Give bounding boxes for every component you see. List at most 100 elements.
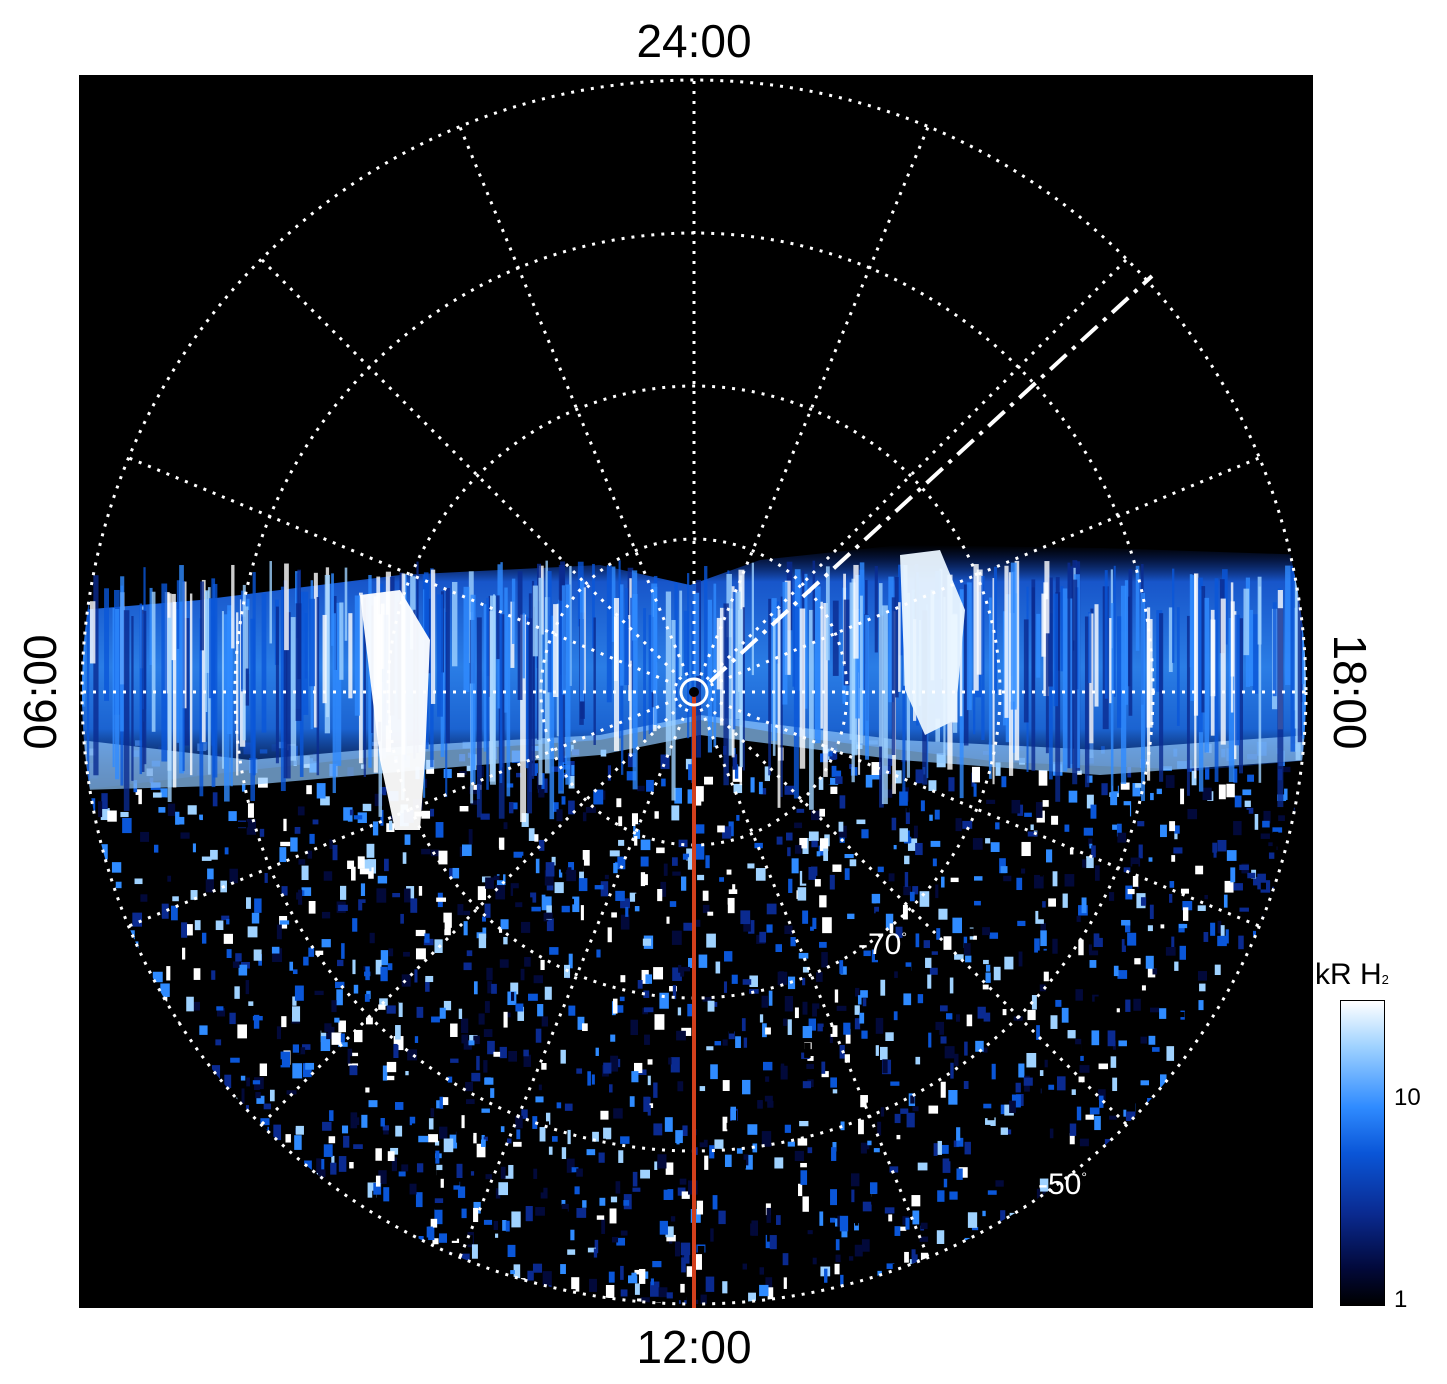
noise-pixel <box>608 1271 615 1283</box>
noise-pixel <box>927 974 932 989</box>
noise-pixel <box>1042 901 1046 908</box>
noise-pixel <box>1039 1070 1044 1077</box>
band-streak <box>204 591 208 713</box>
noise-pixel <box>425 975 434 983</box>
noise-pixel <box>1137 821 1145 827</box>
band-streak <box>335 602 342 766</box>
noise-pixel <box>1233 768 1238 783</box>
noise-pixel <box>492 848 500 853</box>
noise-pixel <box>989 932 999 939</box>
noise-pixel <box>949 1191 958 1200</box>
noise-pixel <box>286 1090 297 1095</box>
noise-pixel <box>264 873 268 883</box>
noise-pixel <box>115 881 122 889</box>
noise-pixel <box>540 959 545 971</box>
band-streak <box>430 569 436 704</box>
noise-pixel <box>361 1060 366 1066</box>
band-streak <box>1210 619 1216 697</box>
noise-pixel <box>607 927 612 943</box>
noise-pixel <box>473 1035 480 1045</box>
noise-pixel <box>1055 999 1062 1007</box>
noise-pixel <box>743 919 751 932</box>
noise-pixel <box>1226 783 1235 798</box>
noise-pixel <box>859 1012 865 1024</box>
noise-pixel <box>1247 872 1256 879</box>
noise-pixel <box>650 1278 654 1286</box>
colorbar-tick-1: 1 <box>1394 1286 1408 1313</box>
noise-pixel <box>889 923 894 934</box>
noise-pixel <box>153 917 162 928</box>
noise-pixel <box>1091 845 1096 858</box>
noise-pixel <box>1094 1115 1101 1131</box>
noise-pixel <box>251 912 260 924</box>
noise-pixel <box>193 968 201 980</box>
noise-pixel <box>343 807 353 822</box>
noise-pixel <box>832 1089 838 1094</box>
noise-pixel <box>736 814 740 821</box>
noise-pixel <box>905 962 912 971</box>
noise-pixel <box>629 892 637 902</box>
noise-pixel <box>463 1235 473 1245</box>
noise-pixel <box>921 824 931 838</box>
noise-pixel <box>296 1047 306 1055</box>
noise-pixel <box>538 789 545 798</box>
noise-pixel <box>449 868 454 878</box>
noise-pixel <box>1145 955 1154 969</box>
noise-pixel <box>620 1289 628 1297</box>
band-streak <box>894 577 899 698</box>
noise-pixel <box>965 1197 973 1213</box>
band-streak <box>331 573 334 646</box>
noise-pixel <box>321 911 331 919</box>
noise-pixel <box>458 1008 463 1019</box>
noise-pixel <box>571 1167 579 1173</box>
noise-pixel <box>1191 974 1195 980</box>
band-streak <box>832 600 839 676</box>
noise-pixel <box>476 1055 480 1071</box>
noise-pixel <box>851 1173 860 1187</box>
noise-pixel <box>465 1081 474 1092</box>
noise-pixel <box>359 868 370 875</box>
noise-pixel <box>1015 928 1019 933</box>
noise-pixel <box>321 939 331 948</box>
band-streak <box>221 611 224 769</box>
noise-pixel <box>558 869 563 878</box>
noise-pixel <box>985 964 991 972</box>
noise-pixel <box>681 742 687 758</box>
noise-pixel <box>751 1220 759 1236</box>
band-streak <box>504 587 508 713</box>
noise-pixel <box>418 1235 424 1243</box>
noise-pixel <box>874 944 882 960</box>
noise-pixel <box>704 1219 713 1226</box>
band-streak <box>611 566 616 642</box>
noise-pixel <box>865 774 873 788</box>
noise-pixel <box>443 768 452 779</box>
noise-pixel <box>1120 885 1124 893</box>
noise-pixel <box>972 838 983 850</box>
noise-pixel <box>755 868 766 881</box>
noise-pixel <box>322 1308 328 1315</box>
noise-pixel <box>681 784 686 791</box>
band-streak <box>1048 577 1053 687</box>
noise-pixel <box>1135 783 1142 788</box>
noise-pixel <box>316 1158 322 1173</box>
noise-pixel <box>894 971 898 978</box>
band-streak <box>139 603 143 775</box>
noise-pixel <box>451 1172 460 1186</box>
noise-pixel <box>977 1006 986 1019</box>
noise-pixel <box>955 818 962 832</box>
noise-pixel <box>791 858 799 874</box>
noise-pixel <box>364 859 372 872</box>
noise-pixel <box>336 989 343 1006</box>
noise-pixel <box>1128 1308 1135 1317</box>
band-streak <box>143 610 147 765</box>
noise-pixel <box>1076 915 1081 922</box>
band-streak <box>322 614 327 704</box>
noise-pixel <box>479 906 484 914</box>
noise-pixel <box>1038 909 1047 920</box>
noise-pixel <box>1068 790 1078 803</box>
noise-pixel <box>1086 775 1093 783</box>
noise-pixel <box>670 1057 680 1073</box>
noise-pixel <box>672 1201 680 1208</box>
band-streak <box>115 608 120 780</box>
band-streak <box>363 597 366 777</box>
